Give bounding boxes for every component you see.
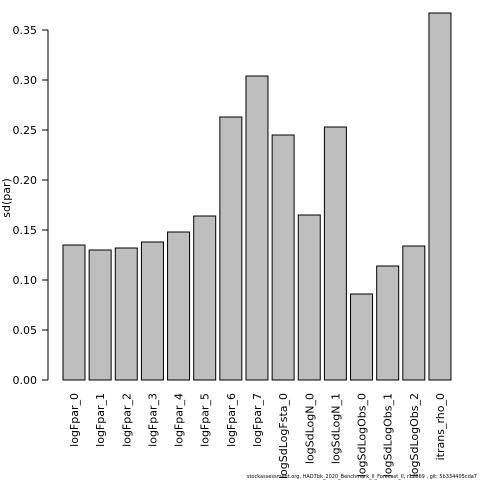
bar-logFpar_0 xyxy=(62,244,86,381)
x-tick-label: logFpar_5 xyxy=(199,393,212,447)
x-tick-label: logSdLogFsta_0 xyxy=(277,393,290,479)
bar-logSdLogObs_1 xyxy=(376,265,400,381)
bar-logSdLogN_0 xyxy=(297,214,321,381)
x-tick-label: logSdLogObs_1 xyxy=(382,393,395,477)
y-tick-label: 0.05 xyxy=(13,324,38,337)
x-tick-label: logFpar_2 xyxy=(120,393,133,447)
y-axis-ticks: 0.00 0.05 0.10 0.15 0.20 0.25 0.30 0.35 xyxy=(13,24,48,387)
bar-logFpar_4 xyxy=(167,231,191,381)
y-tick-label: 0.25 xyxy=(13,124,38,137)
bar-logFpar_7 xyxy=(245,75,269,381)
x-tick-label: logSdLogObs_0 xyxy=(356,393,369,477)
y-tick-label: 0.00 xyxy=(13,374,38,387)
bar-logSdLogObs_2 xyxy=(402,245,426,381)
x-tick-label: logFpar_3 xyxy=(146,393,159,447)
x-axis-labels: logFpar_0 logFpar_1 logFpar_2 logFpar_3 logF… xyxy=(68,393,447,479)
bar-logFpar_1 xyxy=(88,249,112,381)
x-tick-label: logFpar_6 xyxy=(225,393,238,447)
x-tick-label: logFpar_0 xyxy=(68,393,81,447)
x-tick-label: logFpar_4 xyxy=(173,393,186,447)
x-tick-label: logSdLogN_0 xyxy=(303,393,316,464)
y-tick-label: 0.30 xyxy=(13,74,38,87)
bar-logFpar_5 xyxy=(193,215,217,381)
x-tick-label: logFpar_1 xyxy=(94,393,107,447)
bar-logFpar_2 xyxy=(114,247,138,381)
bar-logSdLogObs_0 xyxy=(350,293,374,381)
bar-logSdLogN_1 xyxy=(323,126,347,381)
bar-logSdLogFsta_0 xyxy=(271,134,295,381)
x-tick-label: logSdLogN_1 xyxy=(329,393,342,464)
x-tick-label: itrans_rho_0 xyxy=(434,393,447,460)
footer-text: stockassessment.org, HAD7bk_2020_Benchma… xyxy=(247,474,477,480)
y-axis-title: sd(par) xyxy=(0,178,13,218)
y-tick-label: 0.35 xyxy=(13,24,38,37)
bar-itrans_rho_0 xyxy=(428,12,452,381)
y-tick-label: 0.10 xyxy=(13,274,38,287)
bar-logFpar_3 xyxy=(140,241,164,381)
bar-logFpar_6 xyxy=(219,116,243,381)
x-tick-label: logSdLogObs_2 xyxy=(408,393,421,477)
y-tick-label: 0.15 xyxy=(13,224,38,237)
bars xyxy=(62,12,452,381)
x-tick-label: logFpar_7 xyxy=(251,393,264,447)
y-tick-label: 0.20 xyxy=(13,174,38,187)
